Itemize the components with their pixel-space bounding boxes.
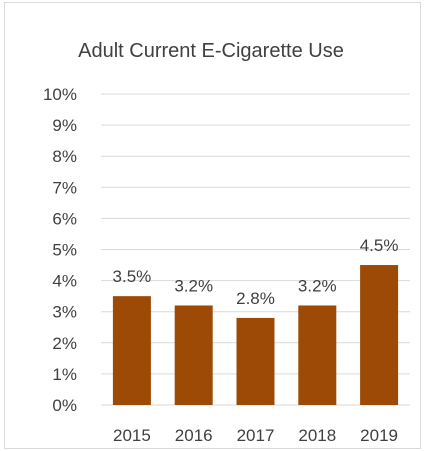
data-label-2019: 4.5% bbox=[360, 236, 399, 255]
bar-2019 bbox=[360, 265, 399, 405]
y-tick-label: 4% bbox=[52, 272, 77, 291]
x-tick-label: 2015 bbox=[113, 426, 151, 445]
y-tick-label: 5% bbox=[52, 241, 77, 260]
y-tick-label: 10% bbox=[43, 85, 77, 104]
data-labels: 3.5% 3.2% 2.8% 3.2% 4.5% bbox=[113, 236, 399, 308]
data-label-2017: 2.8% bbox=[236, 289, 275, 308]
gridlines bbox=[101, 93, 410, 406]
x-tick-label: 2018 bbox=[298, 426, 336, 445]
chart-svg: Adult Current E-Cigarette Use 0% 1% 2% 3% 4%… bbox=[43, 40, 410, 445]
y-tick-label: 6% bbox=[52, 209, 77, 228]
x-axis-ticks: 2015 2016 2017 2018 2019 bbox=[113, 426, 398, 445]
y-tick-label: 7% bbox=[52, 178, 77, 197]
bar-2017 bbox=[236, 317, 275, 405]
bar-2016 bbox=[174, 305, 213, 405]
y-tick-label: 2% bbox=[52, 334, 77, 353]
y-tick-label: 9% bbox=[52, 116, 77, 135]
x-tick-label: 2016 bbox=[175, 426, 213, 445]
y-axis-ticks: 0% 1% 2% 3% 4% 5% 6% 7% 8% 9% 10% bbox=[43, 85, 77, 415]
y-tick-label: 8% bbox=[52, 147, 77, 166]
bar-2015 bbox=[112, 296, 151, 405]
x-tick-label: 2017 bbox=[237, 426, 275, 445]
chart-frame: Adult Current E-Cigarette Use 0% 1% 2% 3% 4%… bbox=[4, 2, 421, 449]
data-label-2015: 3.5% bbox=[113, 267, 152, 286]
y-tick-label: 3% bbox=[52, 303, 77, 322]
bar-2018 bbox=[298, 305, 337, 405]
x-tick-label: 2019 bbox=[360, 426, 398, 445]
y-tick-label: 0% bbox=[52, 396, 77, 415]
data-label-2016: 3.2% bbox=[174, 276, 213, 295]
chart-title: Adult Current E-Cigarette Use bbox=[78, 40, 344, 62]
y-tick-label: 1% bbox=[52, 365, 77, 384]
bars bbox=[112, 265, 399, 405]
data-label-2018: 3.2% bbox=[298, 276, 337, 295]
